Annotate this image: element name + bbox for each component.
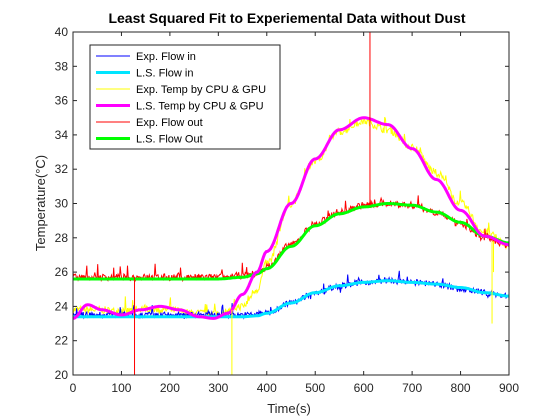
legend-label: Exp. Flow out <box>136 117 203 129</box>
series-line-2 <box>73 116 509 319</box>
legend-label: Exp. Flow in <box>136 51 196 63</box>
y-tick-label: 34 <box>55 128 69 142</box>
x-tick-label: 900 <box>499 381 519 395</box>
y-tick-label: 28 <box>55 231 69 245</box>
legend: Exp. Flow in L.S. Flow in Exp. Temp by CPU… <box>89 44 281 150</box>
series-line-5 <box>73 202 509 281</box>
series-line-1 <box>73 279 509 319</box>
series-line-3 <box>73 116 509 320</box>
chart-title: Least Squared Fit to Experiemental Data … <box>108 10 465 26</box>
x-tick-label: 500 <box>305 381 325 395</box>
x-axis-label: Time(s) <box>267 401 311 416</box>
y-tick-label: 32 <box>55 162 69 176</box>
y-tick-label: 22 <box>55 334 69 348</box>
y-axis: 20 22 24 26 28 30 32 34 36 38 40 <box>55 25 509 382</box>
y-tick-label: 26 <box>55 265 69 279</box>
legend-box <box>89 44 281 150</box>
y-tick-label: 36 <box>55 94 69 108</box>
y-tick-label: 20 <box>55 368 69 382</box>
legend-label: L.S. Temp by CPU & GPU <box>136 101 264 113</box>
y-tick-label: 30 <box>55 197 69 211</box>
x-tick-label: 400 <box>257 381 277 395</box>
x-axis: 0 100 200 300 400 500 600 700 800 900 <box>70 32 519 395</box>
x-tick-label: 300 <box>208 381 228 395</box>
y-tick-label: 24 <box>55 299 69 313</box>
x-tick-label: 100 <box>111 381 131 395</box>
x-tick-label: 800 <box>451 381 471 395</box>
series-group <box>73 32 509 375</box>
x-tick-label: 600 <box>354 381 374 395</box>
x-tick-label: 0 <box>70 381 77 395</box>
legend-label: L.S. Flow Out <box>136 134 203 146</box>
x-tick-label: 200 <box>160 381 180 395</box>
y-axis-label: Temperature(°C) <box>33 155 48 251</box>
y-tick-label: 40 <box>55 25 69 39</box>
legend-label: L.S. Flow in <box>136 68 193 80</box>
legend-label: Exp. Temp by CPU & GPU <box>136 84 266 96</box>
x-tick-label: 700 <box>402 381 422 395</box>
y-tick-label: 38 <box>55 59 69 73</box>
